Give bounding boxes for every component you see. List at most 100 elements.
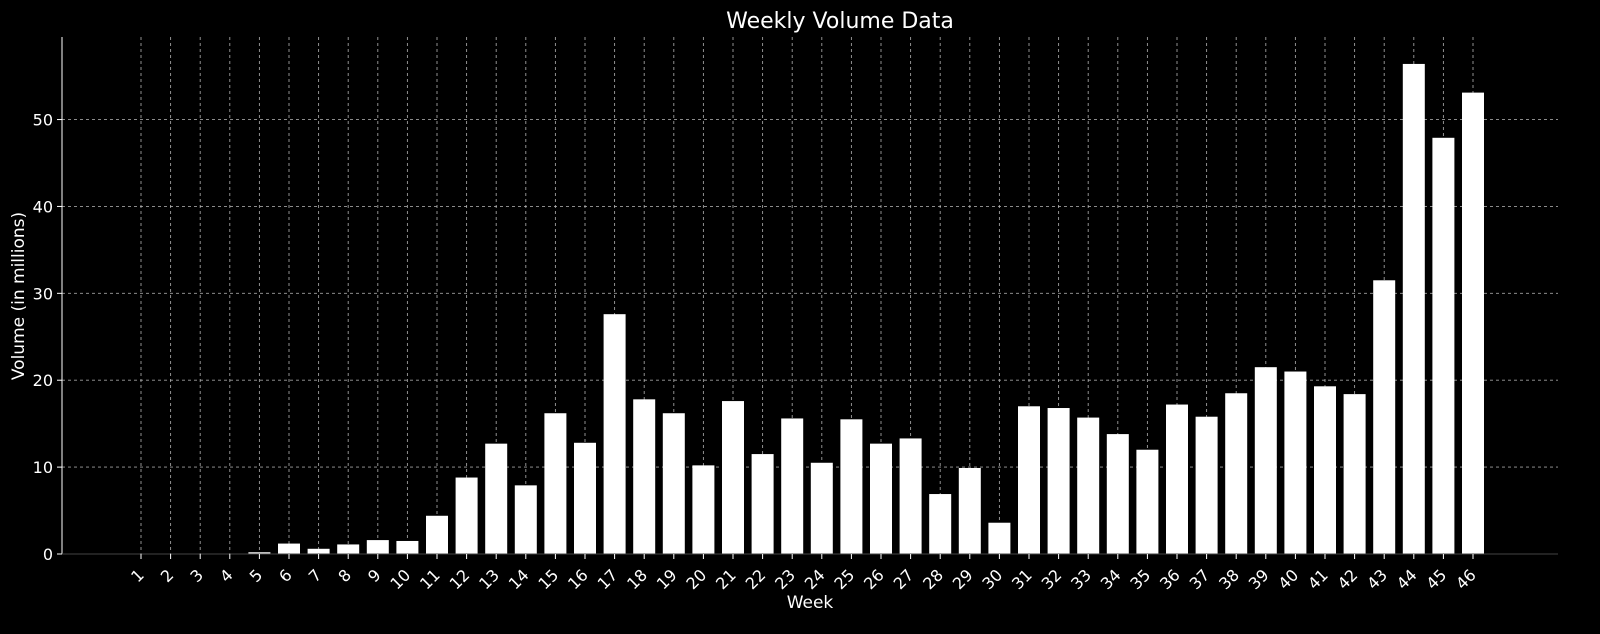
y-tick-label: 0 <box>43 545 53 564</box>
x-tick-label: 18 <box>623 565 651 593</box>
x-ticks: 1 2 3 4 5 6 7 8 9 10 11 12 13 14 15 16 17 18 19 20 21 22 23 24 2… <box>127 554 1480 593</box>
y-axis-label: Volume (in millions) <box>9 212 29 380</box>
bar-week-30 <box>988 522 1011 554</box>
bar-week-18 <box>633 399 656 554</box>
x-tick-label: 9 <box>364 565 385 586</box>
x-tick-label: 28 <box>919 565 947 593</box>
bar-week-34 <box>1106 434 1129 554</box>
bar-week-14 <box>514 485 537 554</box>
y-tick-label: 30 <box>33 284 53 303</box>
bar-week-19 <box>662 413 685 554</box>
bar-week-9 <box>366 540 389 554</box>
x-tick-label: 6 <box>275 565 296 586</box>
bar-week-29 <box>958 467 981 554</box>
y-tick-label: 10 <box>33 458 53 477</box>
x-tick-label: 36 <box>1156 565 1184 593</box>
x-tick-label: 41 <box>1304 565 1332 593</box>
x-tick-label: 33 <box>1067 565 1095 593</box>
x-tick-label: 38 <box>1215 565 1243 593</box>
x-tick-label: 8 <box>334 565 355 586</box>
x-tick-label: 39 <box>1245 565 1273 593</box>
x-tick-label: 34 <box>1097 565 1125 593</box>
x-tick-label: 19 <box>653 565 681 593</box>
x-tick-label: 31 <box>1008 565 1036 593</box>
bar-week-21 <box>722 401 744 554</box>
x-tick-label: 44 <box>1393 565 1421 593</box>
x-tick-label: 3 <box>186 565 207 586</box>
bar-week-12 <box>455 477 478 554</box>
bar-week-25 <box>840 419 863 554</box>
x-tick-label: 12 <box>446 565 474 593</box>
bar-week-23 <box>781 418 804 554</box>
bar-week-43 <box>1373 280 1396 554</box>
x-tick-label: 20 <box>682 565 710 593</box>
x-tick-label: 35 <box>1126 565 1154 593</box>
x-tick-label: 27 <box>890 565 918 593</box>
bar-week-32 <box>1047 408 1070 554</box>
bar-week-16 <box>574 442 596 554</box>
bars <box>248 63 1484 555</box>
bar-week-17 <box>603 314 626 554</box>
bar-week-27 <box>899 438 922 554</box>
bar-week-7 <box>307 548 330 554</box>
bar-week-20 <box>692 465 715 554</box>
x-tick-label: 45 <box>1422 565 1450 593</box>
bar-week-45 <box>1432 137 1455 554</box>
x-tick-label: 42 <box>1334 565 1362 593</box>
bar-week-46 <box>1462 92 1484 555</box>
x-tick-label: 2 <box>157 565 178 586</box>
bar-week-5 <box>248 552 271 554</box>
chart-title: Weekly Volume Data <box>726 9 954 34</box>
bar-week-6 <box>278 543 300 554</box>
x-tick-label: 11 <box>416 565 444 593</box>
x-tick-label: 46 <box>1452 565 1480 593</box>
x-tick-label: 32 <box>1038 565 1066 593</box>
y-tick-label: 20 <box>33 371 53 390</box>
bar-week-36 <box>1166 404 1188 554</box>
bar-week-31 <box>1018 406 1040 554</box>
x-tick-label: 26 <box>860 565 888 593</box>
x-tick-label: 15 <box>534 565 562 593</box>
x-tick-label: 29 <box>949 565 977 593</box>
x-tick-label: 1 <box>127 565 148 586</box>
x-tick-label: 22 <box>742 565 770 593</box>
bar-week-38 <box>1225 393 1248 554</box>
x-tick-label: 13 <box>475 565 503 593</box>
bar-week-33 <box>1077 417 1100 554</box>
x-tick-label: 5 <box>246 565 267 586</box>
bar-week-13 <box>485 443 508 554</box>
x-axis-label: Week <box>787 593 834 613</box>
y-tick-label: 40 <box>33 197 53 216</box>
bar-week-28 <box>929 494 952 554</box>
bar-week-37 <box>1195 416 1218 554</box>
x-tick-label: 40 <box>1274 565 1302 593</box>
y-ticks: 0 10 20 30 40 50 <box>33 111 62 564</box>
bar-week-35 <box>1136 449 1159 554</box>
x-tick-label: 37 <box>1186 565 1214 593</box>
x-tick-label: 30 <box>978 565 1006 593</box>
axes <box>61 37 1558 555</box>
bar-week-22 <box>751 454 774 554</box>
x-tick-label: 24 <box>801 565 829 593</box>
bar-week-15 <box>544 413 567 554</box>
bar-week-11 <box>426 515 448 554</box>
x-tick-label: 17 <box>594 565 622 593</box>
x-tick-label: 21 <box>712 565 740 593</box>
bar-week-44 <box>1402 63 1425 555</box>
bar-week-39 <box>1254 367 1277 554</box>
x-tick-label: 23 <box>771 565 799 593</box>
x-tick-label: 14 <box>505 565 533 593</box>
bar-week-42 <box>1343 394 1366 554</box>
x-tick-label: 16 <box>564 565 592 593</box>
bar-week-41 <box>1314 386 1336 554</box>
x-tick-label: 43 <box>1363 565 1391 593</box>
y-tick-label: 50 <box>33 111 53 130</box>
x-tick-label: 10 <box>386 565 414 593</box>
bar-week-26 <box>870 443 892 554</box>
x-tick-label: 7 <box>305 565 326 586</box>
bar-week-10 <box>396 540 419 554</box>
x-tick-label: 4 <box>216 565 237 586</box>
x-tick-label: 25 <box>830 565 858 593</box>
bar-week-40 <box>1284 371 1307 554</box>
